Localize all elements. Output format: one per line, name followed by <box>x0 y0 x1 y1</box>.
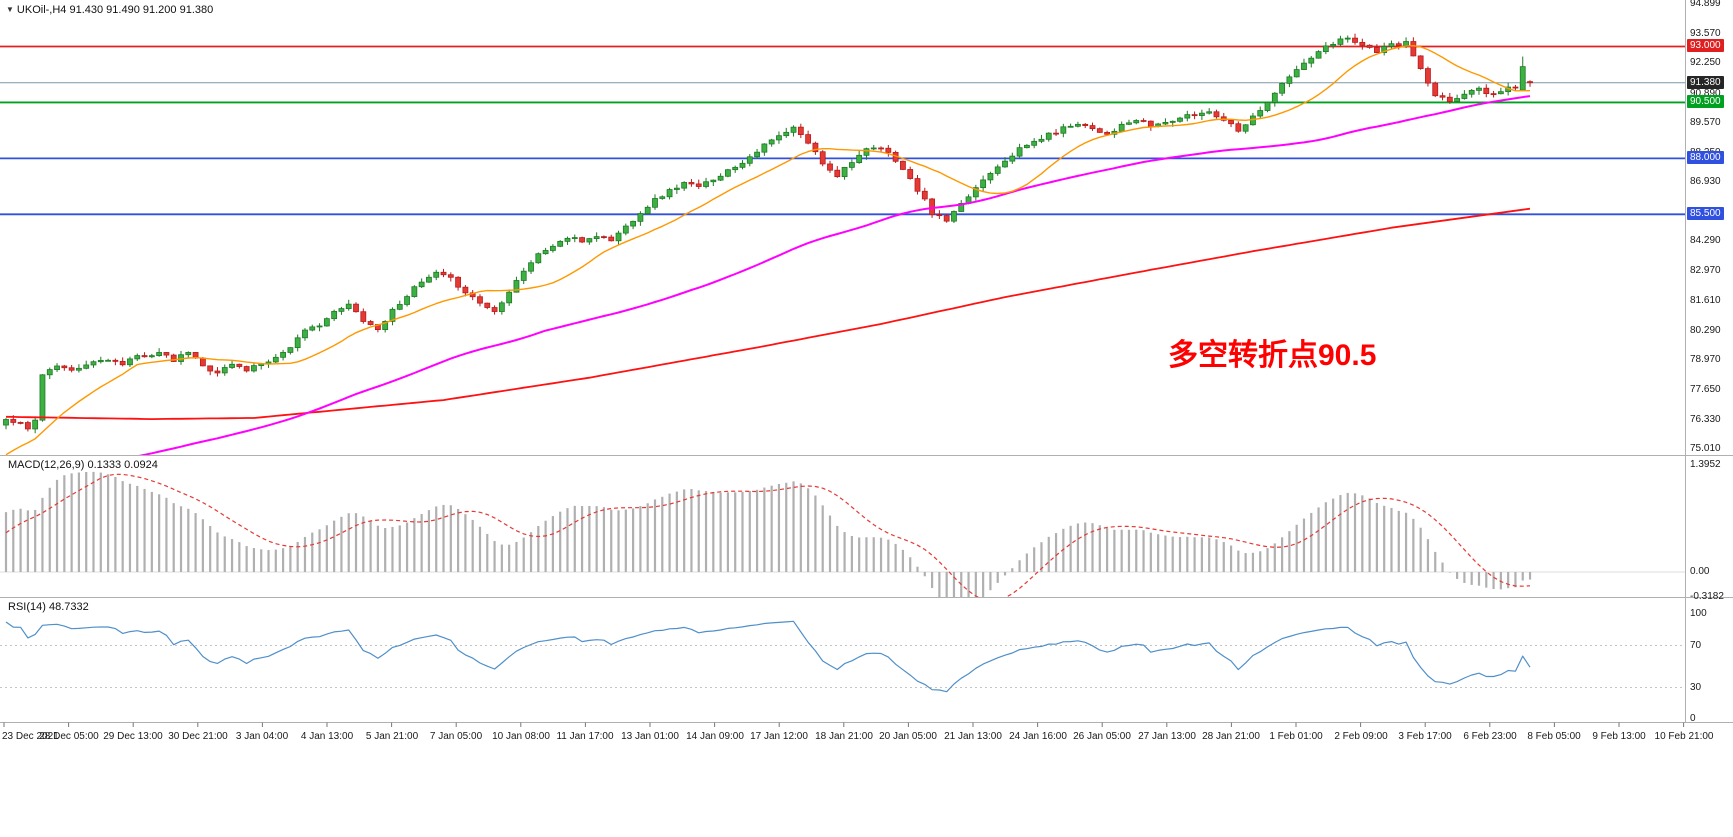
ma-slow-line <box>5 207 1531 420</box>
macd-signal-line <box>5 473 1531 597</box>
macd-panel <box>0 471 1685 597</box>
ma-fast-line <box>5 45 1530 455</box>
rsi-panel <box>0 620 1685 693</box>
rsi-line <box>5 620 1531 693</box>
main-price-panel <box>0 33 1685 455</box>
candles-layer <box>3 33 1533 434</box>
macd-histogram <box>4 471 1532 597</box>
ma-mid-line <box>138 95 1531 455</box>
